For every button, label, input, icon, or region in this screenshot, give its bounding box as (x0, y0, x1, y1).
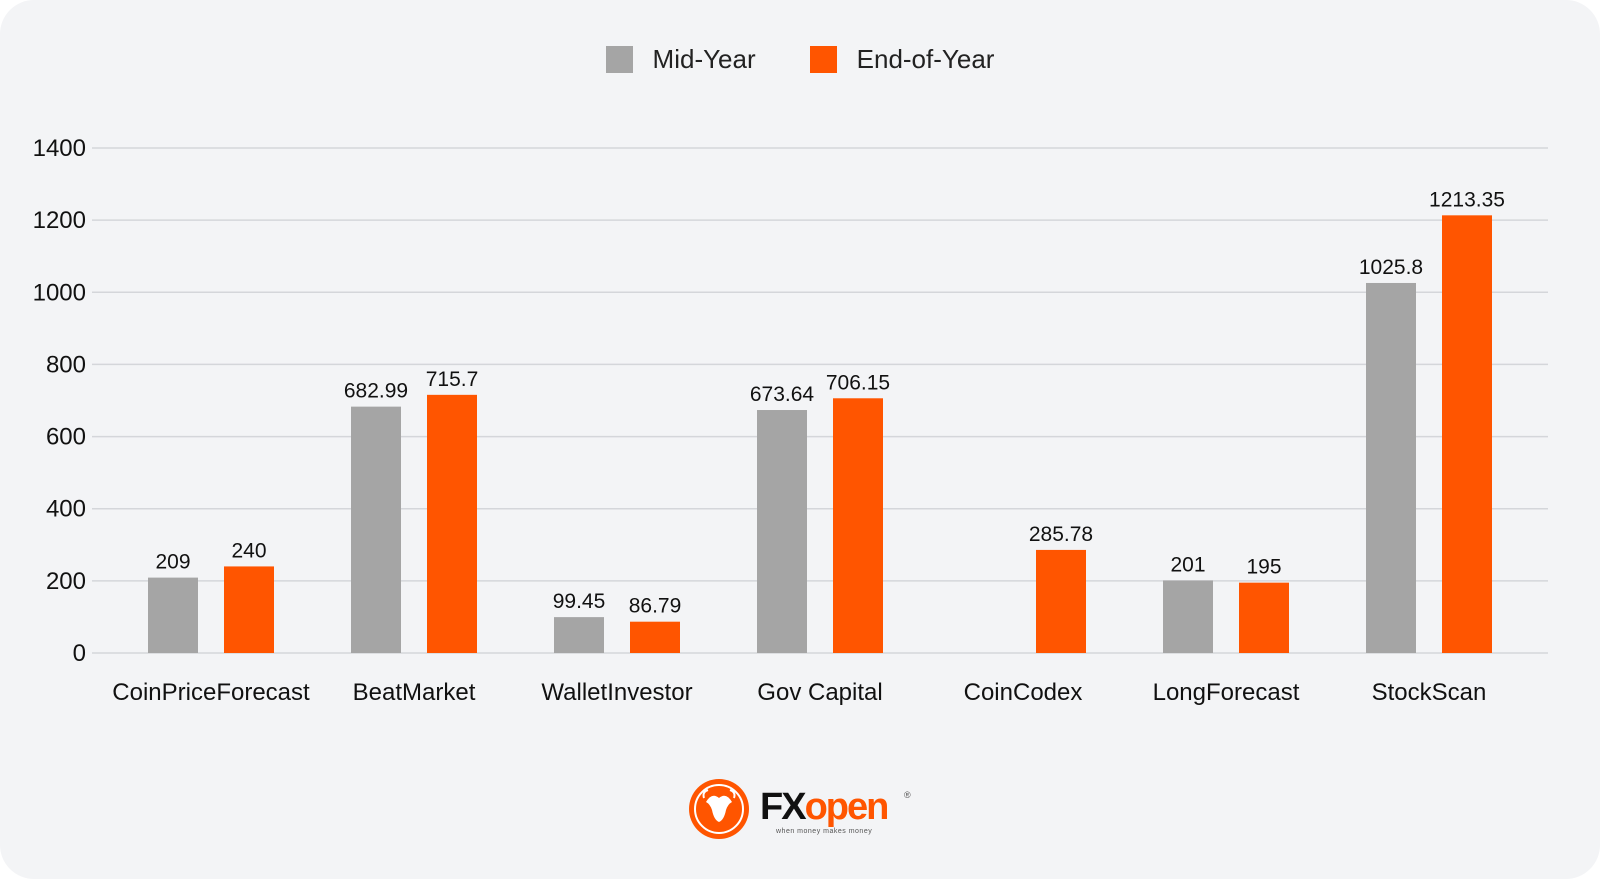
logo-fx: FX (760, 786, 807, 828)
x-category-label: StockScan (1372, 679, 1487, 706)
data-label: 201 (1170, 553, 1205, 576)
y-tick-label: 0 (73, 640, 86, 667)
data-label: 673.64 (750, 383, 815, 406)
y-tick-label: 200 (46, 568, 86, 595)
logo-registered-mark: ® (904, 790, 911, 800)
data-label: 682.99 (344, 380, 408, 403)
x-category-label: Gov Capital (757, 679, 882, 706)
bar-end-of-year (1036, 549, 1086, 653)
logo-tagline: when money makes money (776, 828, 873, 835)
x-category-label: BeatMarket (353, 679, 476, 706)
y-tick-label: 1400 (33, 135, 86, 162)
data-label: 209 (155, 551, 190, 574)
logo-open: open (804, 786, 890, 828)
legend-item-mid-year: Mid-Year (605, 44, 756, 75)
bar-end-of-year (1442, 215, 1492, 653)
data-label: 99.45 (553, 590, 606, 613)
data-label: 1025.8 (1359, 256, 1423, 279)
bar-end-of-year (427, 394, 477, 653)
bull-emblem-icon (689, 779, 749, 839)
bar-end-of-year (224, 566, 274, 653)
legend-swatch-mid-year (605, 46, 633, 73)
x-category-label: LongForecast (1153, 679, 1300, 706)
bar-end-of-year (833, 398, 883, 653)
logo-wordmark: FXopen (760, 786, 890, 829)
legend-label-mid-year: Mid-Year (652, 44, 756, 74)
fxopen-logo: FXopen ® when money makes money (686, 776, 926, 846)
y-tick-label: 600 (46, 424, 86, 451)
bar-mid-year (1163, 580, 1213, 653)
legend-swatch-end-of-year (809, 46, 837, 73)
x-category-label: WalletInvestor (541, 679, 692, 706)
data-label: 86.79 (629, 595, 682, 618)
bar-mid-year (148, 577, 198, 653)
legend-label-end-of-year: End-of-Year (856, 44, 995, 74)
data-label: 240 (231, 539, 266, 562)
x-category-label: CoinCodex (964, 679, 1083, 706)
bar-mid-year (1366, 282, 1416, 653)
data-label: 195 (1246, 556, 1281, 579)
y-tick-label: 1200 (33, 207, 86, 234)
bar-end-of-year (1239, 582, 1289, 653)
data-label: 285.78 (1029, 523, 1093, 546)
data-label: 1213.35 (1429, 188, 1505, 211)
bar-end-of-year (630, 621, 680, 653)
bar-mid-year (554, 617, 604, 653)
y-tick-label: 1000 (33, 279, 86, 306)
data-label: 706.15 (826, 371, 890, 394)
y-tick-label: 800 (46, 351, 86, 378)
bar-mid-year (757, 410, 807, 653)
bar-mid-year (351, 406, 401, 653)
legend-item-end-of-year: End-of-Year (809, 44, 995, 75)
data-label: 715.7 (426, 368, 479, 391)
y-tick-label: 400 (46, 496, 86, 523)
x-category-label: CoinPriceForecast (112, 679, 310, 706)
legend: Mid-Year End-of-Year (0, 44, 1600, 75)
